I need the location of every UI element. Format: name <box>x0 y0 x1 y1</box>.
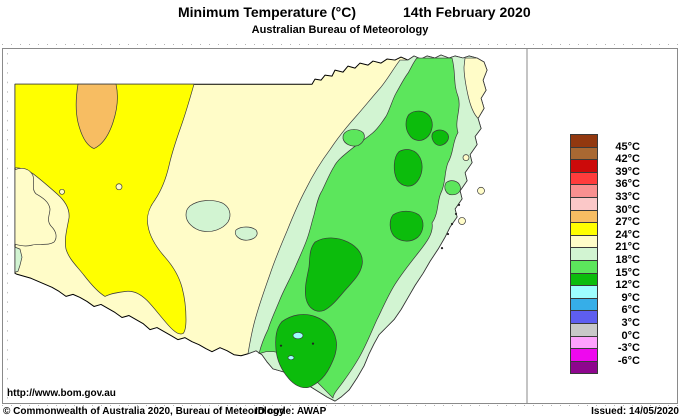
legend-swatch <box>570 146 598 161</box>
map-date: 14th February 2020 <box>403 4 531 20</box>
top-grid-ticks <box>2 44 678 45</box>
page-subtitle: Australian Bureau of Meteorology <box>251 24 429 36</box>
cream-hole-dot <box>59 188 65 195</box>
legend-swatch <box>570 196 598 211</box>
legend-swatch <box>570 209 598 224</box>
lake-alpine <box>292 332 304 340</box>
legend-label: 3°C <box>621 317 640 329</box>
region-brightgreen-12-15-middle <box>304 237 363 312</box>
legend-label: 36°C <box>615 178 640 191</box>
cream-coast-dot <box>458 217 466 225</box>
legend-swatch-column <box>570 134 598 375</box>
legend-label: -3°C <box>617 342 640 355</box>
legend-swatch <box>570 134 598 148</box>
legend: 45°C 42°C 39°C 36°C 33°C 30°C 27°C 24°C 21°C 18°C… <box>570 134 650 378</box>
region-mediumgreen-15-18 <box>258 57 460 399</box>
nsw-temperature-map <box>7 49 528 403</box>
legend-swatch <box>570 348 598 362</box>
region-orange-27-30 <box>75 83 118 149</box>
legend-swatch <box>570 285 598 299</box>
region-yellow-24-27 <box>14 83 195 335</box>
footer-id-code: ID code: AWAP <box>255 406 327 417</box>
legend-swatch <box>570 159 598 173</box>
legend-label: 27°C <box>615 216 640 229</box>
legend-swatch <box>570 222 598 236</box>
region-palegreen-sliver-leftedge <box>14 246 23 273</box>
region-brightgreen-12-15-north <box>405 110 433 141</box>
footer-issued-date: Issued: 14/05/2020 <box>591 406 679 417</box>
bom-url-label: http://www.bom.gov.au <box>7 388 116 399</box>
legend-label: 0°C <box>621 329 640 342</box>
legend-label: 12°C <box>615 279 640 292</box>
bottom-grid-ticks <box>2 405 678 406</box>
region-brightgreen-12-15-northmid <box>393 149 423 187</box>
legend-label: 21°C <box>615 241 640 254</box>
legend-label: 33°C <box>615 191 640 203</box>
region-brightgreen-12-15-north-small <box>431 129 449 146</box>
lake-alpine-small <box>287 355 295 361</box>
region-palegreen-patch-centerwest-small <box>234 226 258 241</box>
region-brightgreen-12-15-midupper <box>389 210 424 242</box>
region-palegreen-patch-centerwest <box>185 200 231 232</box>
region-mediumgreen-island-nw <box>342 129 365 147</box>
legend-label: 30°C <box>615 203 640 216</box>
legend-swatch <box>570 297 598 312</box>
legend-label: 42°C <box>615 153 640 166</box>
legend-label: 6°C <box>621 304 640 317</box>
legend-label: -6°C <box>617 354 640 367</box>
footer-copyright: © Commonwealth of Australia 2020, Bureau… <box>3 406 285 417</box>
cream-coast-dot <box>477 186 485 195</box>
legend-label: 18°C <box>615 254 640 266</box>
legend-swatch <box>570 310 598 324</box>
coast-specks <box>279 203 461 347</box>
page-title: Minimum Temperature (°C) <box>178 4 357 20</box>
legend-label: 15°C <box>615 266 640 279</box>
legend-swatch <box>570 322 598 337</box>
cream-coast-dot <box>462 154 470 161</box>
legend-swatch <box>570 259 598 274</box>
cream-hole-dot <box>115 183 123 191</box>
legend-swatch <box>570 247 598 261</box>
legend-swatch <box>570 234 598 249</box>
legend-swatch <box>570 171 598 186</box>
legend-label: 39°C <box>615 165 640 178</box>
legend-label: 24°C <box>615 228 640 241</box>
legend-label: 45°C <box>615 140 640 153</box>
legend-swatch <box>570 360 598 375</box>
map-frame <box>2 48 678 404</box>
region-mediumgreen-island-coast <box>444 180 461 196</box>
legend-swatch <box>570 184 598 198</box>
region-cream-coastal-ne <box>463 57 488 119</box>
region-cream-inlier-west <box>14 168 57 247</box>
region-brightgreen-12-15-south <box>275 314 337 388</box>
legend-swatch <box>570 272 598 287</box>
legend-label: 9°C <box>621 291 640 304</box>
legend-swatch <box>570 335 598 350</box>
